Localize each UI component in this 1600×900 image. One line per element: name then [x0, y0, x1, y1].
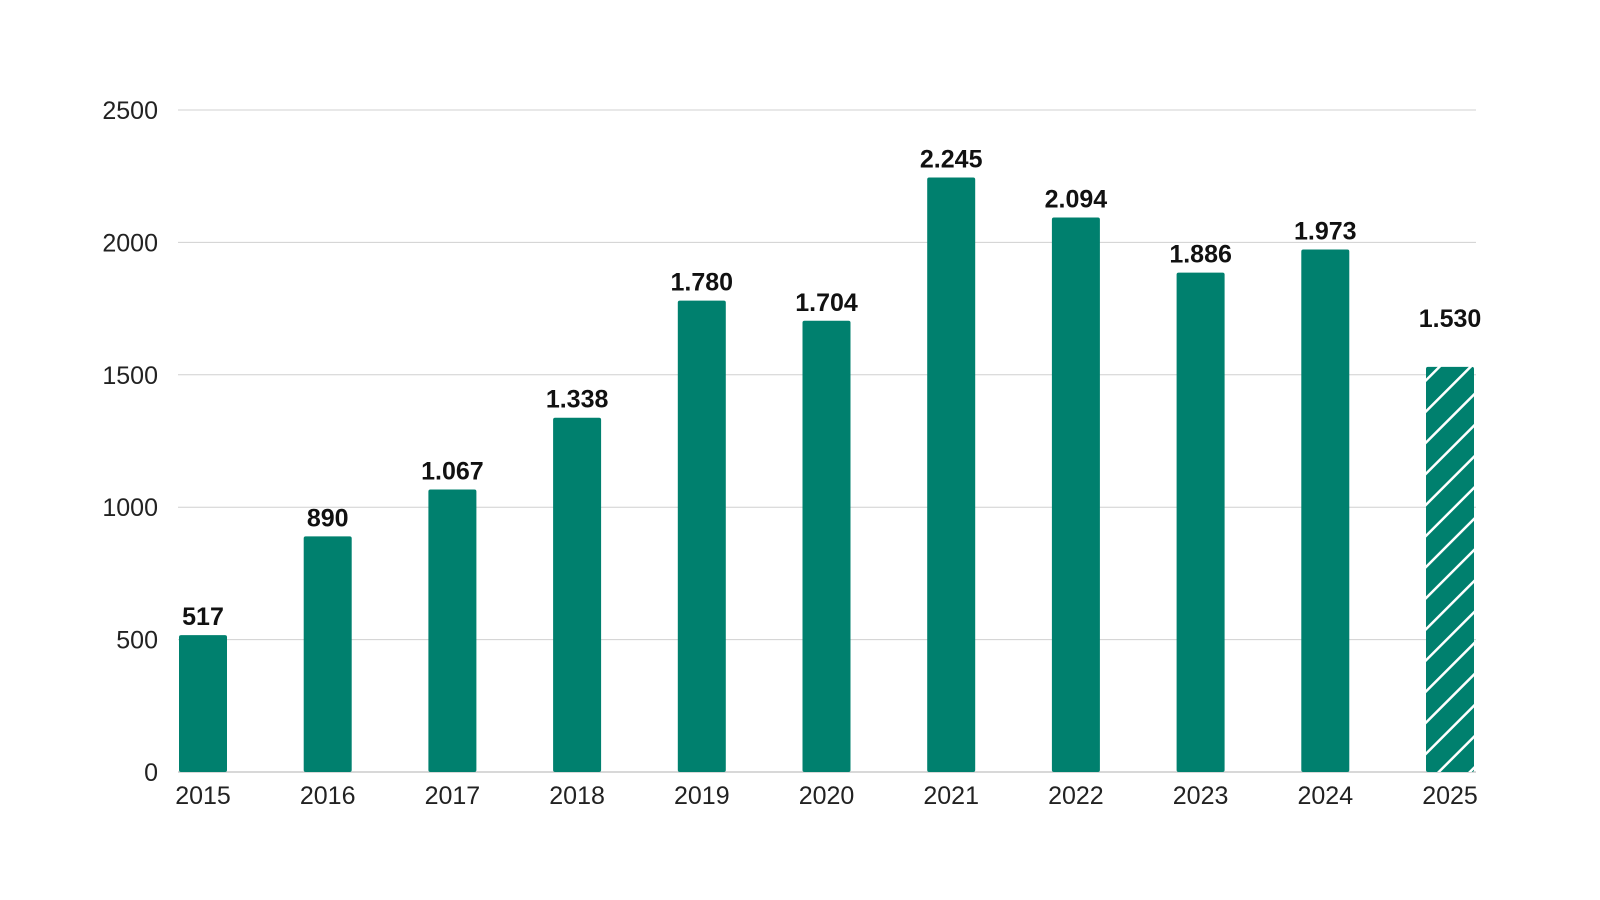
bar-2015: [179, 635, 227, 772]
bar-2017: [428, 489, 477, 772]
data-labels: 517 890 1.067 1.338 1.780 1.704 2.245 2.094 1.88…: [182, 146, 1481, 632]
data-label-2020: 1.704: [795, 289, 858, 317]
x-tick-label-2025: 2025: [1422, 782, 1478, 810]
bar-2021: [927, 177, 976, 773]
x-tick-label-2020: 2020: [799, 782, 855, 810]
x-tick-label-2021: 2021: [923, 782, 979, 810]
y-tick-label: 500: [116, 627, 158, 655]
data-label-2017: 1.067: [421, 457, 484, 485]
bar-2025-hatched: [1426, 366, 1474, 772]
y-tick-label: 2000: [102, 229, 158, 257]
data-label-2016: 890: [307, 504, 349, 532]
data-label-2018: 1.338: [546, 386, 609, 414]
x-tick-label-2022: 2022: [1048, 782, 1104, 810]
y-tick-label: 2500: [102, 97, 158, 125]
bar-2019: [677, 300, 726, 772]
data-label-2019: 1.780: [671, 269, 734, 297]
x-tick-label-2015: 2015: [175, 782, 231, 810]
x-tick-label-2018: 2018: [549, 782, 605, 810]
bar-2016: [303, 536, 352, 772]
bar-2022: [1051, 217, 1100, 773]
x-tick-label-2017: 2017: [425, 782, 481, 810]
data-label-2015: 517: [182, 603, 224, 631]
y-axis-ticks: 0 500 1000 1500 2000 2500: [102, 97, 158, 787]
x-tick-label-2023: 2023: [1173, 782, 1229, 810]
x-tick-label-2016: 2016: [300, 782, 356, 810]
y-tick-label: 1500: [102, 362, 158, 390]
y-tick-label: 1000: [102, 494, 158, 522]
y-tick-label: 0: [144, 759, 158, 787]
bar-2020: [802, 320, 851, 772]
bars: [179, 177, 1474, 773]
bar-2023: [1176, 272, 1225, 772]
data-label-2023: 1.886: [1169, 241, 1232, 269]
data-label-2021: 2.245: [920, 146, 983, 174]
data-label-2025: 1.530: [1419, 305, 1482, 333]
bar-2024: [1301, 249, 1350, 772]
data-label-2024: 1.973: [1294, 218, 1357, 246]
bar-2018: [553, 417, 602, 772]
x-tick-label-2019: 2019: [674, 782, 730, 810]
x-tick-label-2024: 2024: [1297, 782, 1353, 810]
x-axis-ticks: 2015 2016 2017 2018 2019 2020 2021 2022 2023 2024…: [175, 782, 1478, 810]
data-label-2022: 2.094: [1045, 186, 1108, 214]
